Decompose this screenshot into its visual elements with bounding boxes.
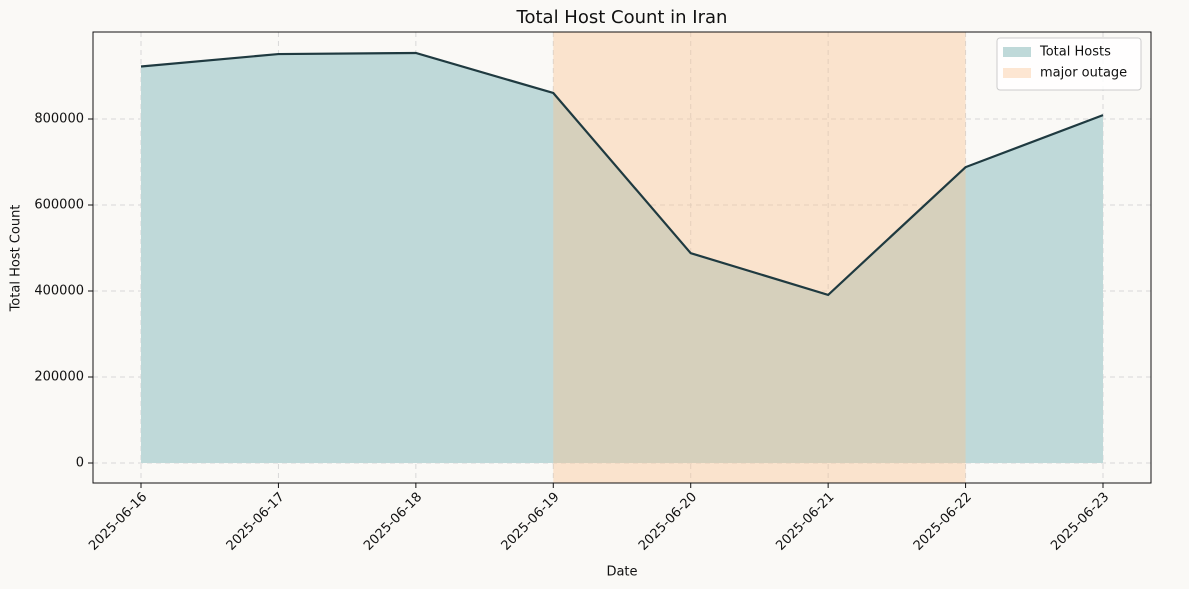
y-tick-label: 600000 — [34, 197, 84, 212]
area — [141, 52, 1103, 464]
y-tick-label: 800000 — [34, 111, 84, 126]
y-tick-label: 400000 — [34, 283, 84, 298]
line — [140, 51, 1104, 297]
legend-label: major outage — [1040, 66, 1127, 81]
legend-swatch — [1003, 47, 1031, 57]
legend-label: Total Hosts — [1039, 45, 1111, 60]
y-tick-label: 200000 — [34, 370, 84, 385]
legend: Total Hosts major outage — [996, 37, 1142, 91]
x-axis-label: Date — [606, 565, 637, 580]
legend-box — [996, 37, 1142, 91]
chart-title: Total Host Count in Iran — [516, 7, 728, 28]
y-tick-label: 0 — [76, 456, 84, 471]
plot-frame — [92, 31, 1152, 484]
legend-swatch — [1003, 68, 1031, 78]
span — [553, 32, 966, 483]
y-axis-label: Total Host Count — [9, 205, 24, 313]
